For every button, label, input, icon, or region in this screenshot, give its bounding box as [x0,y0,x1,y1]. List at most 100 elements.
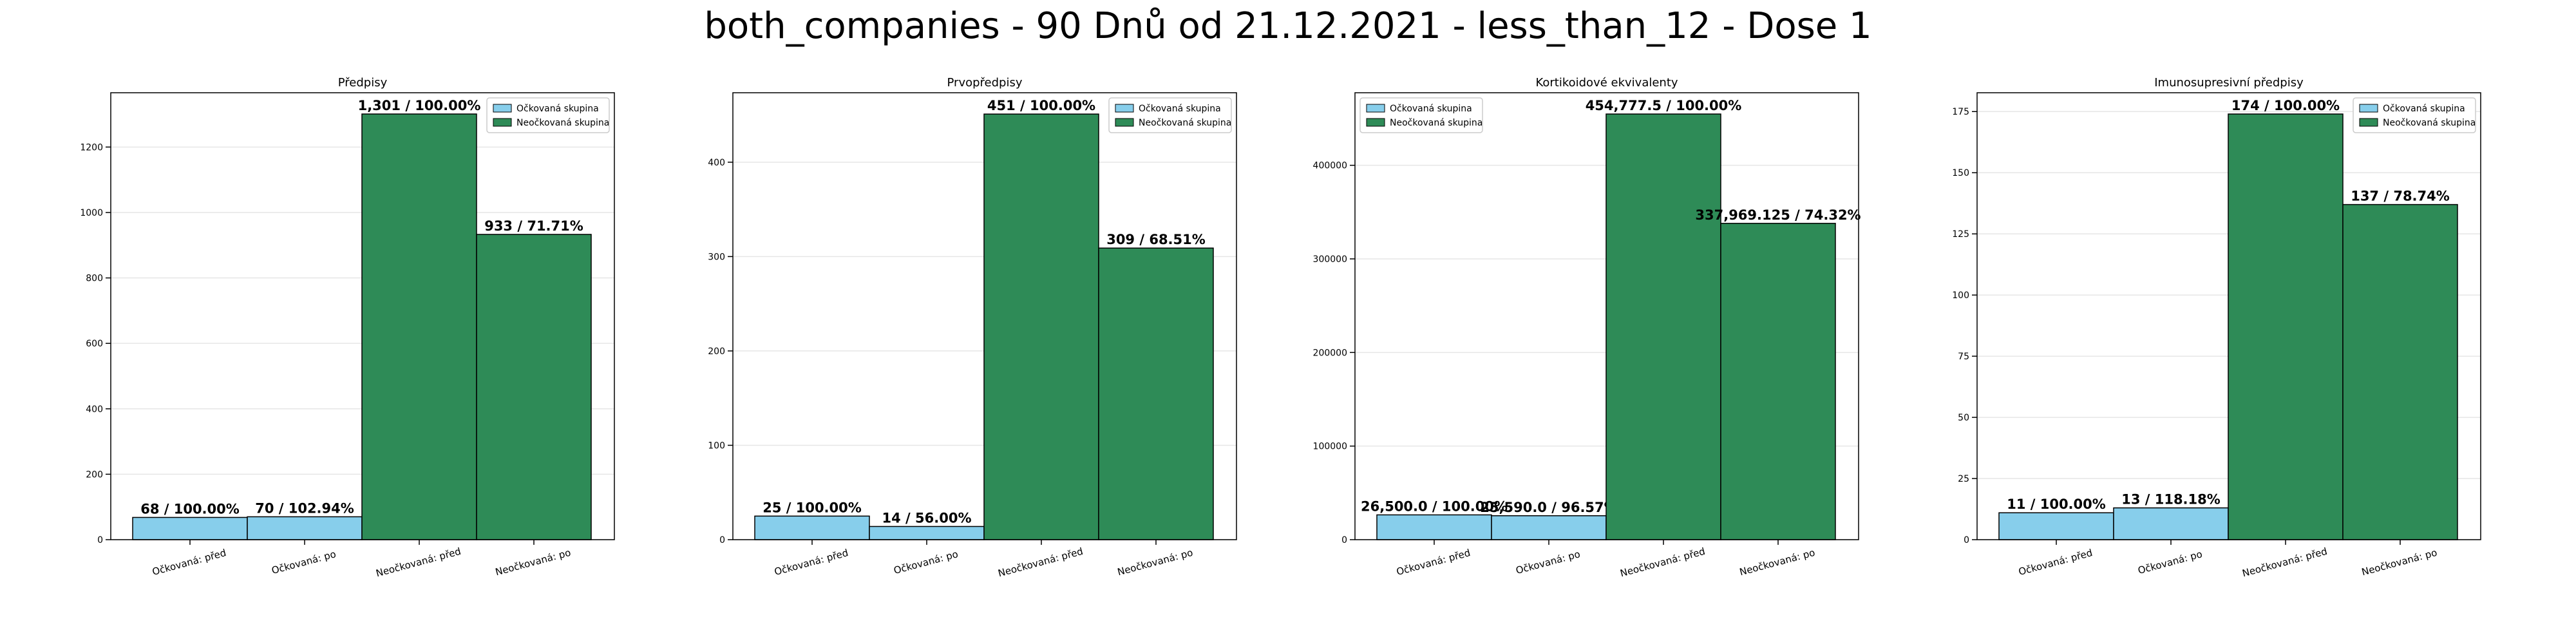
data-label: 933 / 71.71% [484,218,583,234]
legend-swatch [1115,118,1134,127]
y-tick-label: 175 [1952,107,1969,117]
data-label: 70 / 102.94% [255,500,354,516]
data-label: 13 / 118.18% [2121,492,2221,507]
bar[interactable] [1376,514,1492,540]
y-tick-label: 150 [1952,168,1969,178]
y-tick-label: 100 [1952,290,1969,301]
legend [486,97,610,133]
data-label: 11 / 100.00% [2007,497,2106,512]
y-tick-label: 200 [86,469,103,480]
x-tick-label: Neočkovaná: před [2241,545,2329,580]
data-label: 174 / 100.00% [2231,98,2340,113]
chart-title: Předpisy [338,76,388,90]
x-tick-label: Neočkovaná: po [1738,547,1816,578]
legend [1108,97,1232,133]
y-tick-label: 200 [708,346,725,357]
x-tick-label: Očkovaná: před [1395,547,1472,578]
legend-label: Neočkovaná skupina [1139,118,1231,128]
y-tick-label: 300 [708,252,725,262]
data-label: 25,590.0 / 96.57% [1480,500,1617,515]
legend-swatch [493,118,512,127]
bar[interactable] [1605,113,1721,540]
data-label: 26,500.0 / 100.00% [1361,498,1508,514]
legend-label: Neočkovaná skupina [1390,118,1482,128]
y-tick-label: 400 [86,404,103,415]
y-tick-label: 0 [1341,535,1347,545]
x-tick-label: Neočkovaná: po [2360,547,2438,578]
x-tick-label: Neočkovaná: po [494,547,572,578]
y-tick-label: 200000 [1313,348,1347,358]
y-tick-label: 400 [708,158,725,168]
bar[interactable] [2342,204,2458,540]
plot-frame [1354,92,1859,540]
bar[interactable] [247,516,363,540]
x-tick-label: Neočkovaná: před [1619,545,1707,580]
legend-label: Očkovaná skupina [1390,104,1472,114]
bar[interactable] [2228,113,2344,540]
bar[interactable] [754,515,870,540]
y-tick-label: 100000 [1313,442,1347,452]
x-tick-label: Očkovaná: po [893,548,960,576]
y-tick-label: 600 [86,339,103,349]
y-tick-label: 0 [97,535,103,545]
bar[interactable] [869,526,985,540]
legend-label: Očkovaná skupina [1139,104,1221,114]
bar[interactable] [1998,512,2114,540]
legend-label: Neočkovaná skupina [516,118,609,128]
y-tick-label: 0 [719,535,725,545]
y-tick-label: 800 [86,274,103,284]
x-tick-label: Očkovaná: před [2017,547,2094,578]
x-tick-label: Očkovaná: před [773,547,849,578]
legend-label: Neočkovaná skupina [2383,118,2476,128]
data-label: 68 / 100.00% [140,501,240,516]
plot-frame [1976,92,2481,540]
y-tick-label: 100 [708,440,725,451]
data-label: 309 / 68.51% [1106,232,1206,247]
x-tick-label: Neočkovaná: po [1116,547,1194,578]
x-tick-label: Očkovaná: po [270,548,337,576]
data-label: 337,969.125 / 74.32% [1695,207,1861,223]
plot-frame [110,92,615,540]
legend [1359,97,1483,133]
bar[interactable] [1098,247,1214,540]
legend-swatch [2359,104,2378,113]
y-tick-label: 0 [1964,535,1969,545]
chart-title: Kortikoidové ekvivalenty [1535,76,1678,90]
data-label: 25 / 100.00% [762,500,862,515]
data-label: 1,301 / 100.00% [358,98,481,113]
legend [2353,97,2476,133]
y-tick-label: 1200 [80,142,103,153]
x-tick-label: Neočkovaná: před [375,545,462,580]
figure-title: both_companies - 90 Dnů od 21.12.2021 - … [704,5,1872,47]
legend-swatch [1366,104,1385,113]
bar[interactable] [1720,223,1836,540]
legend-swatch [493,104,512,113]
legend-label: Očkovaná skupina [516,104,599,114]
legend-swatch [2359,118,2378,127]
legend-swatch [1115,104,1134,113]
bar[interactable] [983,113,1099,540]
chart-title: Imunosupresivní předpisy [2154,76,2304,90]
y-tick-label: 400000 [1313,161,1347,171]
x-tick-label: Očkovaná: před [151,547,227,578]
y-tick-label: 50 [1958,413,1969,423]
plot-frame [732,92,1237,540]
legend-swatch [1366,118,1385,127]
data-label: 451 / 100.00% [987,98,1095,113]
legend-label: Očkovaná skupina [2383,104,2465,114]
y-tick-label: 125 [1952,229,1969,240]
data-label: 14 / 56.00% [882,510,972,526]
bar[interactable] [132,516,248,540]
x-tick-label: Očkovaná: po [1515,548,1582,576]
bar[interactable] [2113,507,2229,540]
bar[interactable] [1491,515,1607,540]
bar[interactable] [361,113,477,540]
data-label: 454,777.5 / 100.00% [1586,98,1742,113]
y-tick-label: 1000 [80,208,103,218]
x-tick-label: Očkovaná: po [2137,548,2204,576]
y-tick-label: 300000 [1313,254,1347,265]
bar[interactable] [476,234,592,540]
y-tick-label: 25 [1958,474,1969,484]
y-tick-label: 75 [1958,352,1969,362]
